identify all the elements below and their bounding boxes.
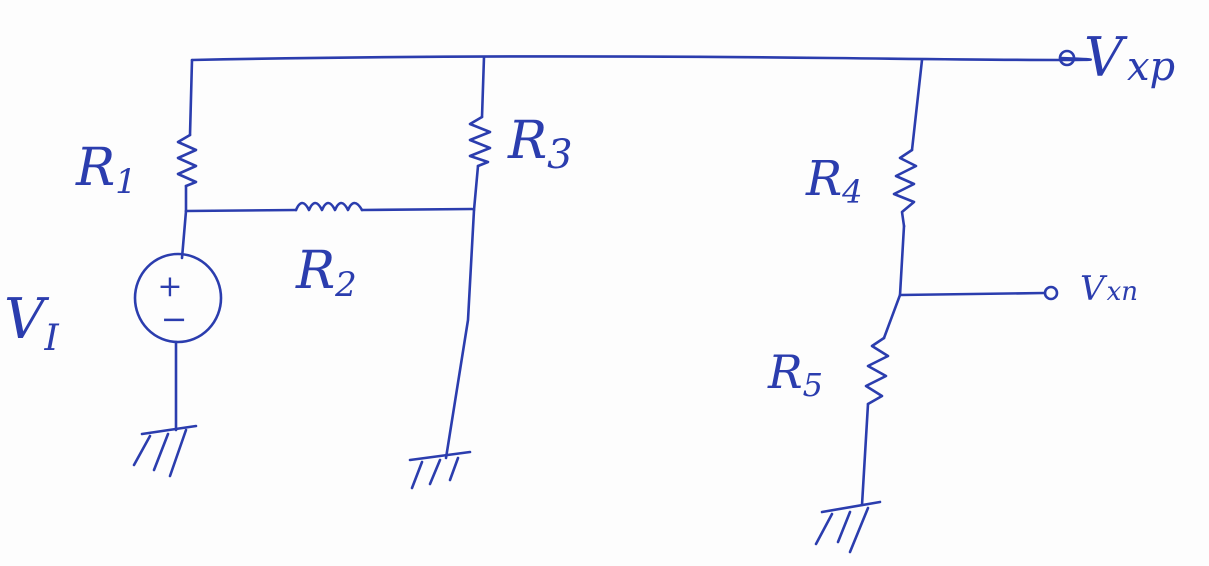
wire-r2-to-right xyxy=(360,207,474,212)
label-r2: R2 xyxy=(295,241,357,305)
wire-junction-to-source xyxy=(180,209,188,260)
terminal-vxp xyxy=(1058,49,1076,67)
resistor-r3 xyxy=(468,115,492,168)
ground-symbol-right xyxy=(814,500,882,554)
wire-top-to-r4 xyxy=(910,58,924,152)
resistor-r4 xyxy=(892,148,918,228)
label-r1: R1 xyxy=(75,138,137,202)
wire-r5-to-ground xyxy=(860,402,870,507)
label-source: VI xyxy=(4,287,59,359)
wire-to-vxn xyxy=(898,291,1046,297)
ground-symbol-middle xyxy=(408,450,472,490)
source-minus-sign: − xyxy=(161,300,188,338)
label-r3: R3 xyxy=(507,111,573,178)
resistor-r5 xyxy=(864,336,890,406)
label-vxn: Vxn xyxy=(1080,269,1138,309)
wire-middle-to-ground xyxy=(444,208,476,460)
voltage-source-circle xyxy=(133,252,223,344)
top-rail-wire xyxy=(190,55,1092,62)
wire-top-to-r3 xyxy=(480,55,486,119)
wire-junction-to-r2 xyxy=(184,208,298,213)
resistor-r1 xyxy=(176,133,198,188)
source-plus-sign: + xyxy=(157,269,182,304)
label-r5: R5 xyxy=(767,345,823,404)
resistor-r2 xyxy=(294,201,364,212)
circuit-wires xyxy=(132,49,1092,554)
wire-top-to-r1 xyxy=(188,58,194,137)
wire-r3-to-middle xyxy=(472,164,480,212)
label-r4: R4 xyxy=(805,151,863,211)
ground-symbol-left xyxy=(132,424,198,478)
terminal-vxn xyxy=(1043,285,1059,301)
